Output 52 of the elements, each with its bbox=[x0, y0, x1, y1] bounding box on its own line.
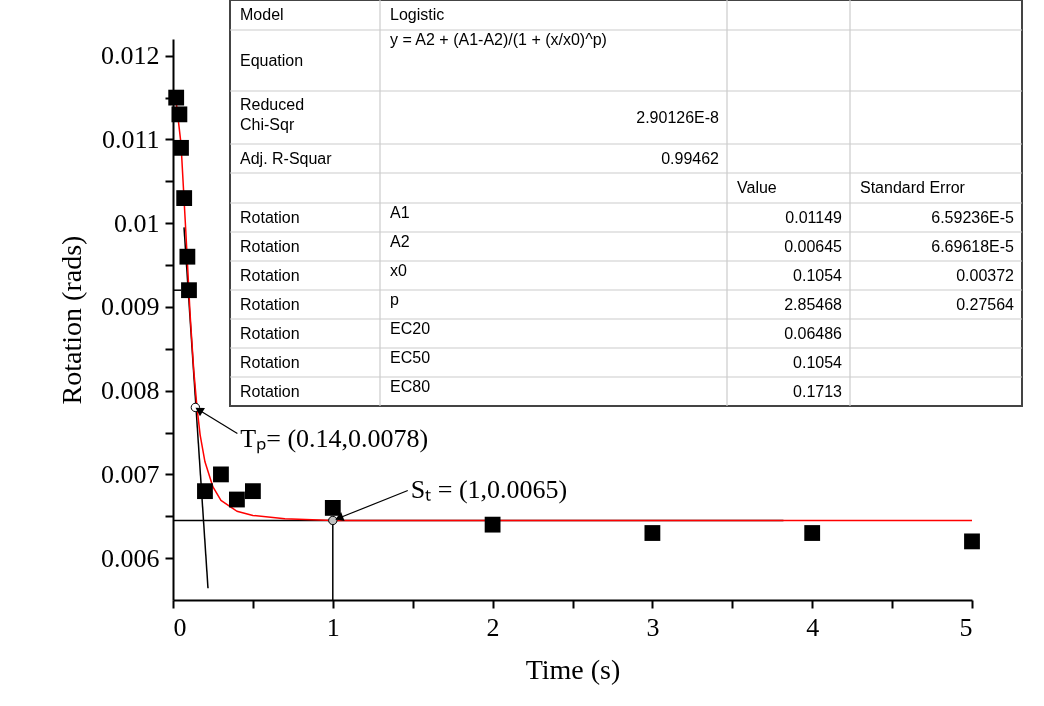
annotation: 2.85468 bbox=[784, 295, 843, 313]
x-tick-label: 5 bbox=[959, 612, 973, 642]
annotation: 6.59236E-5 bbox=[931, 208, 1015, 226]
annotation: Equation bbox=[240, 51, 304, 69]
annotation: Tₚ= (0.14,0.0078) bbox=[240, 424, 429, 455]
y-tick-label: 0.01 bbox=[114, 208, 160, 238]
x-tick-label: 1 bbox=[326, 612, 340, 642]
annotation: A1 bbox=[390, 204, 410, 221]
annotation: Rotation bbox=[240, 295, 300, 313]
annotation: Standard Error bbox=[860, 179, 966, 196]
x-tick-label: 0 bbox=[173, 612, 187, 642]
annotation: Value bbox=[737, 179, 777, 196]
annotation: y = A2 + (A1-A2)/(1 + (x/x0)^p) bbox=[390, 31, 607, 48]
x-tick-label: 3 bbox=[646, 612, 660, 642]
text: Logistic bbox=[390, 6, 445, 23]
annotation: Reduced Chi-Sqr bbox=[240, 96, 305, 133]
annotation: 0.01149 bbox=[785, 208, 843, 226]
annotation: EC20 bbox=[390, 320, 431, 337]
annotation: Adj. R-Squar bbox=[240, 149, 333, 167]
y-tick-label: 0.012 bbox=[101, 41, 160, 71]
annotation: 2.90126E-8 bbox=[636, 108, 720, 126]
annotation: p bbox=[390, 291, 399, 308]
annotation: 0.00372 bbox=[956, 266, 1015, 284]
y-tick-label: 0.009 bbox=[101, 292, 160, 322]
annotation: x0 bbox=[390, 262, 407, 279]
annotation: 0.06486 bbox=[784, 324, 843, 342]
annotation: A2 bbox=[390, 233, 410, 250]
annotation: 6.69618E-5 bbox=[931, 237, 1015, 255]
y-tick-label: 0.007 bbox=[101, 459, 160, 489]
y-tick-label: 0.006 bbox=[101, 543, 160, 573]
y-tick-label: 0.011 bbox=[101, 124, 160, 154]
annotation: 0.1054 bbox=[793, 266, 843, 284]
text: Model bbox=[240, 6, 284, 23]
annotation: Rotation bbox=[240, 208, 300, 226]
annotation: EC80 bbox=[390, 378, 431, 395]
annotation: Rotation bbox=[240, 266, 300, 284]
annotation: Rotation bbox=[240, 382, 300, 400]
y-axis-title: Rotation (rads) bbox=[56, 235, 87, 405]
annotation: 0.27564 bbox=[956, 295, 1015, 313]
y-tick-label: 0.008 bbox=[101, 376, 160, 406]
x-axis-title: Time (s) bbox=[525, 653, 621, 685]
annotation: 0.1054 bbox=[793, 353, 843, 371]
annotation: Rotation bbox=[240, 324, 300, 342]
x-tick-label: 4 bbox=[806, 612, 820, 642]
annotation: 0.1713 bbox=[793, 382, 843, 400]
annotation: Rotation bbox=[240, 237, 300, 255]
annotation: 0.99462 bbox=[661, 149, 720, 167]
annotation: Rotation bbox=[240, 353, 300, 371]
annotation: Sₜ = (1,0.0065) bbox=[410, 475, 568, 505]
annotation: EC50 bbox=[390, 349, 431, 366]
x-tick-label: 2 bbox=[486, 612, 500, 642]
annotation: 0.00645 bbox=[784, 237, 843, 255]
